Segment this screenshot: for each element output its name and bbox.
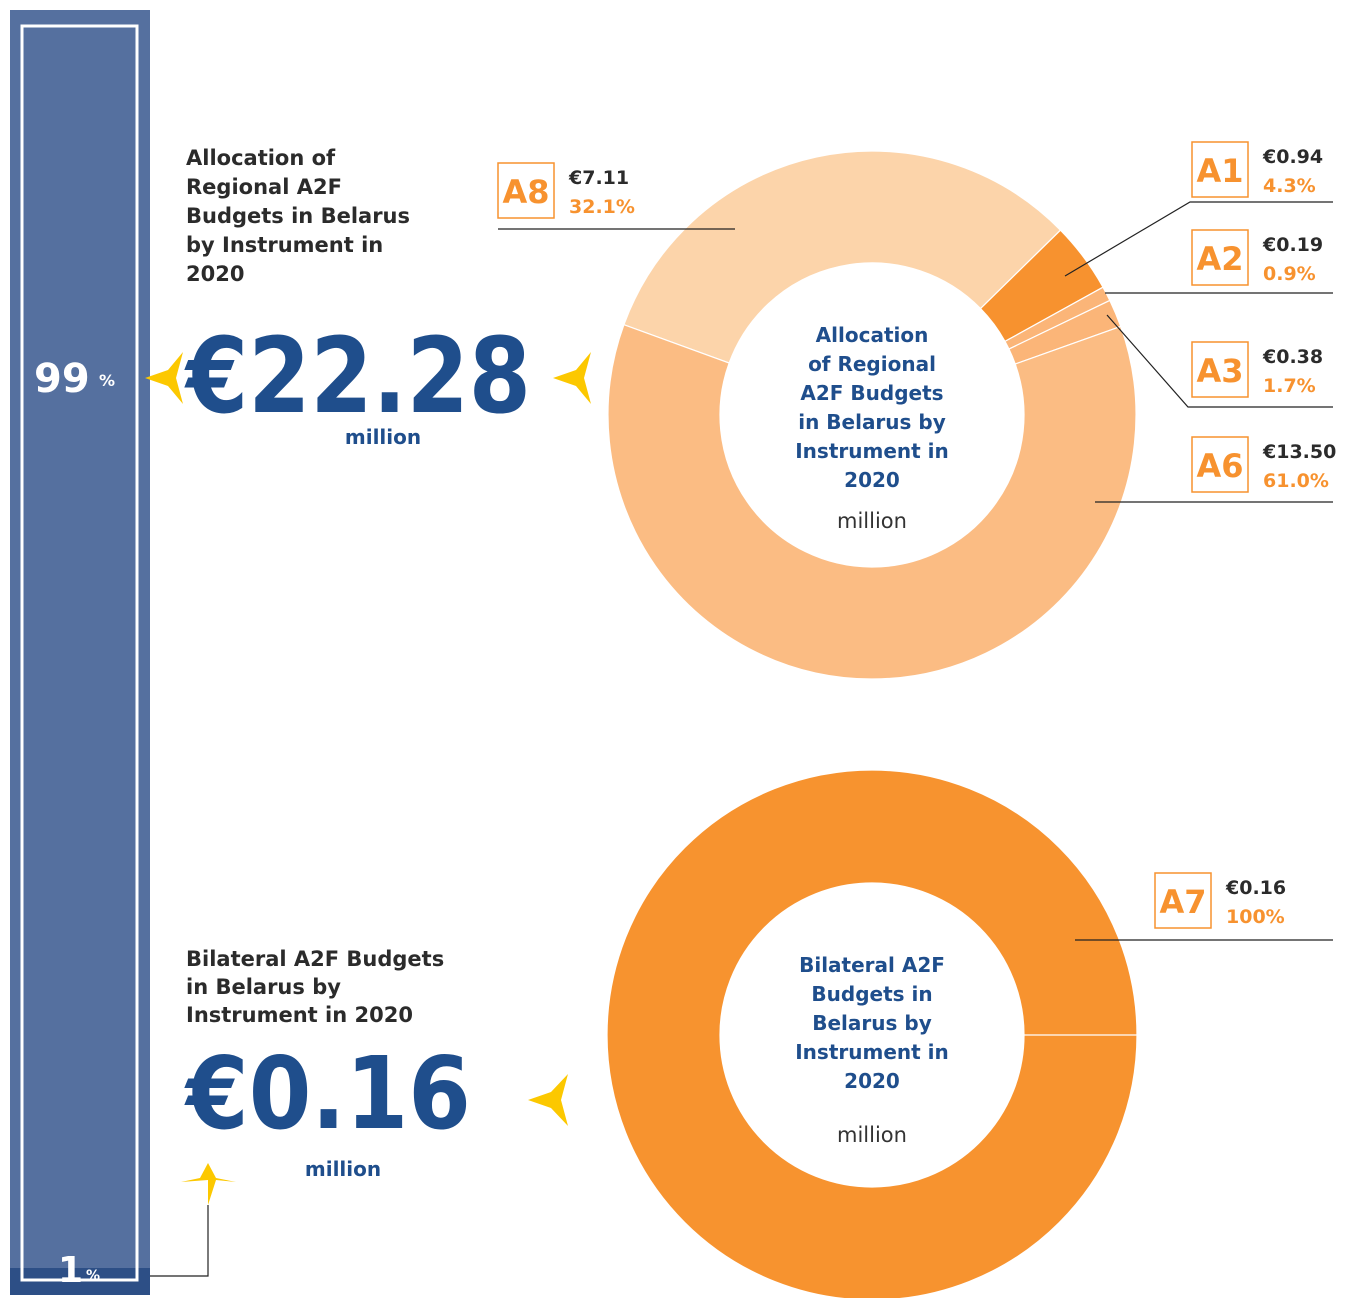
arrows [145,352,591,1205]
percent-label: 1.7% [1263,375,1316,397]
category-label: A6 [1196,447,1243,485]
leader-line [1064,201,1333,277]
percent-label: 100% [1226,906,1285,928]
summary-amount: €22.28 [184,315,531,437]
sidebar-top-unit: % [99,371,115,390]
percent-label: 32.1% [569,196,635,218]
summary-unit: million [345,425,421,449]
amount-label: €0.16 [1225,877,1286,899]
summary-heading: Regional A2F [186,175,342,199]
category-box [1154,872,1212,929]
summary-heading: in Belarus by [186,975,341,999]
summary-heading: Instrument in 2020 [186,1003,413,1027]
donut-center-title: in Belarus by [798,410,946,434]
category-label: A8 [502,173,549,211]
arrow [553,352,591,404]
donut-center-title: A2F Budgets [800,381,943,405]
donut-slice [606,769,1138,1298]
summary-amount: €0.16 [184,1035,471,1152]
sidebar-top-value: 99 [34,356,90,402]
sidebar-frame [20,24,139,1282]
category-box [1191,341,1249,398]
donut-slice [623,150,1062,364]
donut-center-title: Allocation [816,323,929,347]
donut-center-title: Budgets in [811,982,932,1006]
arrow [145,352,183,404]
summary-heading: 2020 [186,262,244,286]
summary-heading: Allocation of [186,146,336,170]
donut-center-title: 2020 [844,468,900,492]
arrow [528,1074,568,1126]
connector [150,1205,209,1277]
summary-heading: Budgets in Belarus [186,204,410,228]
amount-label: €7.11 [568,167,629,189]
donut-center-unit: million [837,1123,907,1147]
category-label: A7 [1159,883,1206,921]
amount-label: €0.94 [1262,146,1323,168]
category-label: A1 [1196,152,1243,190]
category-box [1191,436,1249,493]
percent-label: 4.3% [1263,175,1316,197]
sidebar [10,10,150,1295]
arrow [181,1163,236,1205]
percent-label: 0.9% [1263,263,1316,285]
summary-heading: Bilateral A2F Budgets [186,947,444,971]
donut-center-title: Belarus by [812,1011,931,1035]
sidebar-bottom-value: 1 [58,1250,83,1291]
summary-unit: million [305,1157,381,1181]
percent-label: 61.0% [1263,470,1329,492]
leader-line [1106,314,1333,408]
amount-label: €0.19 [1262,234,1323,256]
donut-slice [607,323,1137,680]
donut-center-title: Instrument in [795,439,949,463]
category-box [1191,229,1249,286]
category-label: A2 [1196,240,1243,278]
sidebar-bottom-unit: % [86,1268,100,1284]
donut-center-title: Bilateral A2F [799,953,945,977]
category-box [1191,141,1249,198]
amount-label: €13.50 [1262,441,1336,463]
donut-center-unit: million [837,509,907,533]
donut-center-title: 2020 [844,1069,900,1093]
category-label: A3 [1196,352,1243,390]
amount-label: €0.38 [1262,346,1323,368]
donut-center-title: of Regional [808,352,936,376]
summary-heading: by Instrument in [186,233,383,257]
donut-center-title: Instrument in [795,1040,949,1064]
category-box [497,162,555,219]
